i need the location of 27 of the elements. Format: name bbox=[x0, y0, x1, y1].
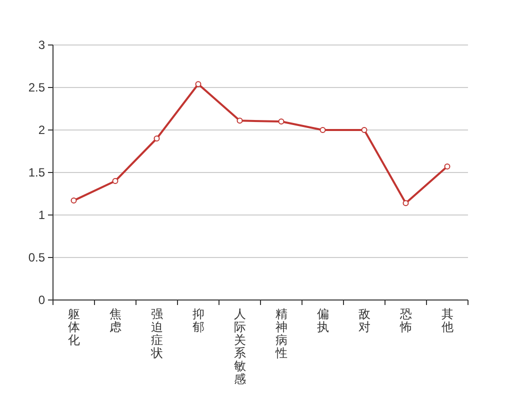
x-tick-label: 其他 bbox=[441, 307, 454, 334]
y-tick-label: 3 bbox=[38, 38, 46, 52]
x-tick-label: 偏执 bbox=[316, 307, 329, 334]
y-tick-label: 1 bbox=[38, 208, 46, 222]
x-tick-label: 焦虑 bbox=[109, 307, 122, 334]
x-tick-label: 人际关系敏感 bbox=[234, 307, 246, 386]
y-tick-label: 1.5 bbox=[28, 166, 46, 180]
x-tick-label: 躯体化 bbox=[68, 307, 80, 347]
point bbox=[444, 164, 450, 170]
point bbox=[70, 198, 77, 204]
point bbox=[361, 127, 368, 133]
point bbox=[236, 118, 243, 124]
y-tick-label: 2 bbox=[38, 123, 46, 137]
point bbox=[278, 118, 284, 124]
y-tick-label: 0 bbox=[38, 293, 46, 307]
point bbox=[195, 81, 202, 88]
point bbox=[320, 127, 326, 133]
y-tick-label: 2.5 bbox=[28, 80, 46, 94]
point bbox=[402, 200, 409, 206]
x-tick-label: 敌对 bbox=[358, 307, 370, 334]
x-tick-label: 抑郁 bbox=[192, 307, 204, 334]
point bbox=[154, 136, 160, 142]
point bbox=[112, 178, 118, 184]
x-tick-label: 恐怖 bbox=[398, 307, 412, 334]
x-tick-label: 强迫症状 bbox=[150, 307, 163, 360]
x-tick-label: 精神病性 bbox=[274, 307, 288, 360]
y-tick-label: 0.5 bbox=[28, 250, 46, 264]
